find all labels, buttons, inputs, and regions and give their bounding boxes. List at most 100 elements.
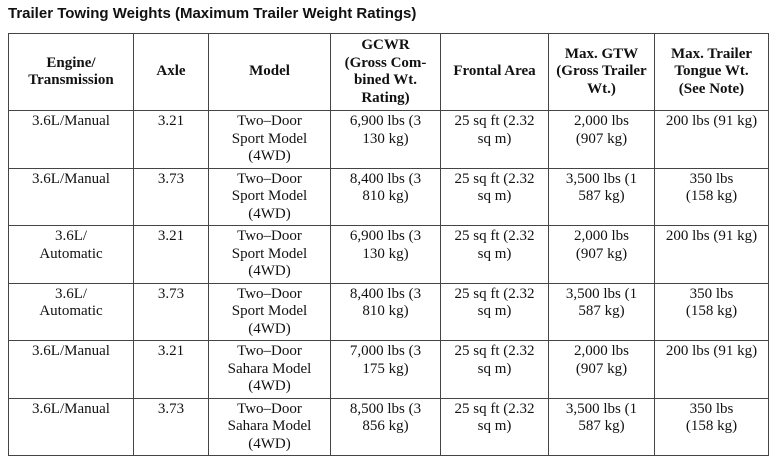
table-cell: 3,500 lbs (1 587 kg)	[548, 167, 655, 226]
cell-line: Two–Door	[237, 285, 302, 302]
cell-line: Sport Model	[231, 245, 308, 262]
cell-line: 810 kg)	[362, 303, 409, 319]
table-cell: 3.73	[133, 167, 209, 226]
cell-line: Two–Door	[237, 170, 302, 187]
table-cell: 3.6L/Manual	[8, 340, 134, 399]
cell-line: 3.73	[157, 400, 185, 417]
cell-line: 6,900 lbs (3	[349, 113, 422, 129]
cell-line: 3.6L/	[54, 285, 88, 302]
cell-line: Wt.)	[587, 80, 616, 97]
cell-line: 25 sq ft (2.32	[454, 170, 535, 187]
table-cell: 3.6L/Manual	[8, 110, 134, 169]
cell-line: 3,500 lbs (1	[565, 285, 638, 302]
cell-line: (Gross Trailer	[556, 63, 647, 80]
cell-line: 175 kg)	[362, 360, 409, 377]
table-cell: 3.21	[133, 225, 209, 284]
table-cell: 3.6L/Automatic	[8, 282, 134, 341]
cell-line: Two–Door	[237, 400, 302, 417]
header-cell: Axle	[133, 33, 209, 111]
cell-line: 3.6L/Manual	[32, 113, 110, 129]
table-cell: 25 sq ft (2.32 sq m)	[440, 110, 549, 169]
cell-line: (4WD)	[248, 263, 291, 279]
table-cell: 25 sq ft (2.32 sq m)	[440, 167, 549, 226]
table-cell: 200 lbs (91 kg)	[654, 225, 769, 284]
cell-line: Sahara Model	[227, 418, 312, 434]
table-cell: 2,000 lbs (907 kg)	[548, 110, 655, 169]
table-body: 3.6L/Manual 3.21 Two–Door Sport Model (4WD) 6…	[8, 110, 769, 456]
table-cell: 2,000 lbs (907 kg)	[548, 340, 655, 399]
table-cell: Two–Door Sport Model (4WD)	[208, 225, 331, 284]
table-cell: 6,900 lbs (3 130 kg)	[330, 225, 441, 284]
cell-line: (158 kg)	[685, 303, 738, 319]
table-cell: 7,000 lbs (3 175 kg)	[330, 340, 441, 399]
cell-line: 3.21	[157, 113, 185, 129]
cell-line: Transmission	[28, 72, 114, 88]
cell-line: Model	[249, 63, 290, 80]
cell-line: 2,000 lbs	[573, 113, 629, 129]
cell-line: 350 lbs	[689, 285, 734, 302]
table-cell: Two–Door Sport Model (4WD)	[208, 282, 331, 341]
cell-line: Two–Door	[237, 228, 302, 244]
header-cell: Frontal Area	[440, 33, 549, 111]
cell-line: (907 kg)	[575, 130, 628, 147]
cell-line: (4WD)	[248, 148, 291, 164]
table-cell: 6,900 lbs (3 130 kg)	[330, 110, 441, 169]
cell-line: 8,400 lbs (3	[349, 170, 422, 187]
cell-line: Axle	[156, 63, 186, 80]
table-row: 3.6L/Manual 3.21 Two–Door Sahara Model (4WD)…	[8, 340, 769, 399]
cell-line: Sport Model	[231, 130, 308, 147]
header-cell: Max. Trailer Tongue Wt. (See Note)	[654, 33, 769, 111]
cell-line: (158 kg)	[685, 418, 738, 434]
table-cell: 8,400 lbs (3 810 kg)	[330, 282, 441, 341]
header-cell: Engine/Transmission	[8, 33, 134, 111]
cell-line: Automatic	[39, 303, 103, 319]
cell-line: 25 sq ft (2.32	[454, 400, 535, 417]
table-cell: 8,500 lbs (3 856 kg)	[330, 397, 441, 456]
cell-line: 3,500 lbs (1	[565, 170, 638, 187]
header-row: Engine/Transmission Axle Model GCWR (Gross C…	[8, 33, 769, 111]
cell-line: 3.73	[157, 285, 185, 302]
cell-line: Two–Door	[237, 343, 302, 359]
table-cell: 8,400 lbs (3 810 kg)	[330, 167, 441, 226]
cell-line: 350 lbs	[689, 400, 734, 417]
table-cell: 200 lbs (91 kg)	[654, 340, 769, 399]
table-row: 3.6L/Automatic 3.73 Two–Door Sport Model (4W…	[8, 282, 769, 341]
cell-line: 25 sq ft (2.32	[454, 343, 535, 359]
header-cell: Model	[208, 33, 331, 111]
cell-line: Rating)	[361, 89, 410, 106]
cell-line: 587 kg)	[578, 418, 625, 434]
cell-line: 587 kg)	[578, 188, 625, 204]
table-cell: Two–Door Sport Model (4WD)	[208, 110, 331, 169]
cell-line: Frontal Area	[453, 63, 536, 80]
cell-line: Two–Door	[237, 113, 302, 129]
table-cell: 3.6L/Automatic	[8, 225, 134, 284]
table-cell: Two–Door Sahara Model (4WD)	[208, 397, 331, 456]
header-cell: GCWR (Gross Com-bined Wt. Rating)	[330, 33, 441, 111]
table-cell: Two–Door Sahara Model (4WD)	[208, 340, 331, 399]
table-cell: 3.6L/Manual	[8, 397, 134, 456]
cell-line: 3,500 lbs (1	[565, 400, 638, 417]
cell-line: 2,000 lbs	[573, 228, 629, 244]
table-header: Engine/Transmission Axle Model GCWR (Gross C…	[8, 33, 769, 111]
cell-line: (Gross Com-	[344, 54, 427, 71]
cell-line: (907 kg)	[575, 245, 628, 262]
cell-line: Sahara Model	[227, 360, 312, 377]
cell-line: 856 kg)	[362, 418, 409, 434]
cell-line: 25 sq ft (2.32	[454, 285, 535, 302]
table-cell: 3.21	[133, 340, 209, 399]
cell-line: 3.6L/Manual	[32, 170, 110, 187]
cell-line: Max. GTW	[564, 45, 639, 62]
table-cell: 25 sq ft (2.32 sq m)	[440, 397, 549, 456]
cell-line: 200 lbs (91 kg)	[665, 113, 758, 129]
cell-line: 3.6L/Manual	[32, 343, 110, 359]
table-cell: 2,000 lbs (907 kg)	[548, 225, 655, 284]
cell-line: GCWR	[361, 37, 410, 53]
cell-line: 810 kg)	[362, 188, 409, 204]
table-cell: 350 lbs (158 kg)	[654, 167, 769, 226]
table-cell: 25 sq ft (2.32 sq m)	[440, 282, 549, 341]
cell-line: 130 kg)	[362, 130, 409, 147]
cell-line: (See Note)	[678, 80, 745, 97]
cell-line: 7,000 lbs (3	[349, 343, 422, 359]
cell-line: (4WD)	[248, 320, 291, 337]
